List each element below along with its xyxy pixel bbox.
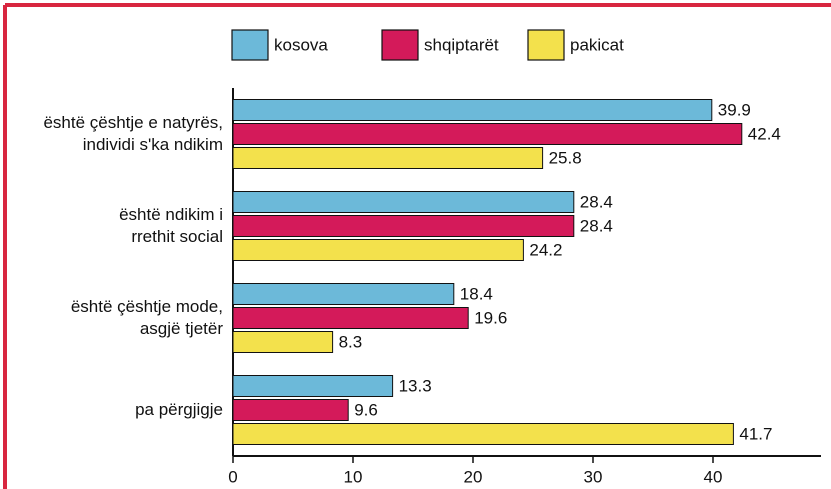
value-label: 42.4 <box>748 124 781 143</box>
value-label: 8.3 <box>339 332 363 351</box>
x-tick-label: 10 <box>344 467 363 486</box>
category-label: është ndikim i rrethit social <box>119 205 223 246</box>
bar <box>232 283 455 305</box>
bar <box>232 99 713 121</box>
value-label: 39.9 <box>718 100 751 119</box>
value-label: 19.6 <box>474 308 507 327</box>
value-label: 25.8 <box>549 148 582 167</box>
value-label: 18.4 <box>460 284 493 303</box>
bar <box>232 239 524 261</box>
legend-swatch <box>231 29 269 61</box>
value-label: 13.3 <box>399 376 432 395</box>
bar <box>232 123 743 145</box>
legend-label: shqiptarët <box>424 35 499 54</box>
x-tick-label: 20 <box>464 467 483 486</box>
bar <box>232 375 394 397</box>
category-label: është çështje e natyrës, individi s'ka n… <box>43 113 223 154</box>
bar <box>232 399 349 421</box>
x-tick-label: 40 <box>704 467 723 486</box>
x-tick-label: 0 <box>228 467 237 486</box>
value-label: 28.4 <box>580 216 613 235</box>
legend-label: kosova <box>274 35 328 54</box>
bar <box>232 331 334 353</box>
legend-label: pakicat <box>570 35 624 54</box>
value-label: 41.7 <box>739 424 772 443</box>
legend-swatch <box>381 29 419 61</box>
category-label: është çështje mode, asgjë tjetër <box>70 297 223 338</box>
bar <box>232 307 469 329</box>
category-label: pa përgjigje <box>135 400 223 419</box>
value-label: 9.6 <box>354 400 378 419</box>
bar <box>232 191 575 213</box>
value-label: 24.2 <box>529 240 562 259</box>
bar <box>232 215 575 237</box>
legend-swatch <box>527 29 565 61</box>
bar <box>232 423 734 445</box>
bar <box>232 147 544 169</box>
x-tick-label: 30 <box>584 467 603 486</box>
value-label: 28.4 <box>580 192 613 211</box>
